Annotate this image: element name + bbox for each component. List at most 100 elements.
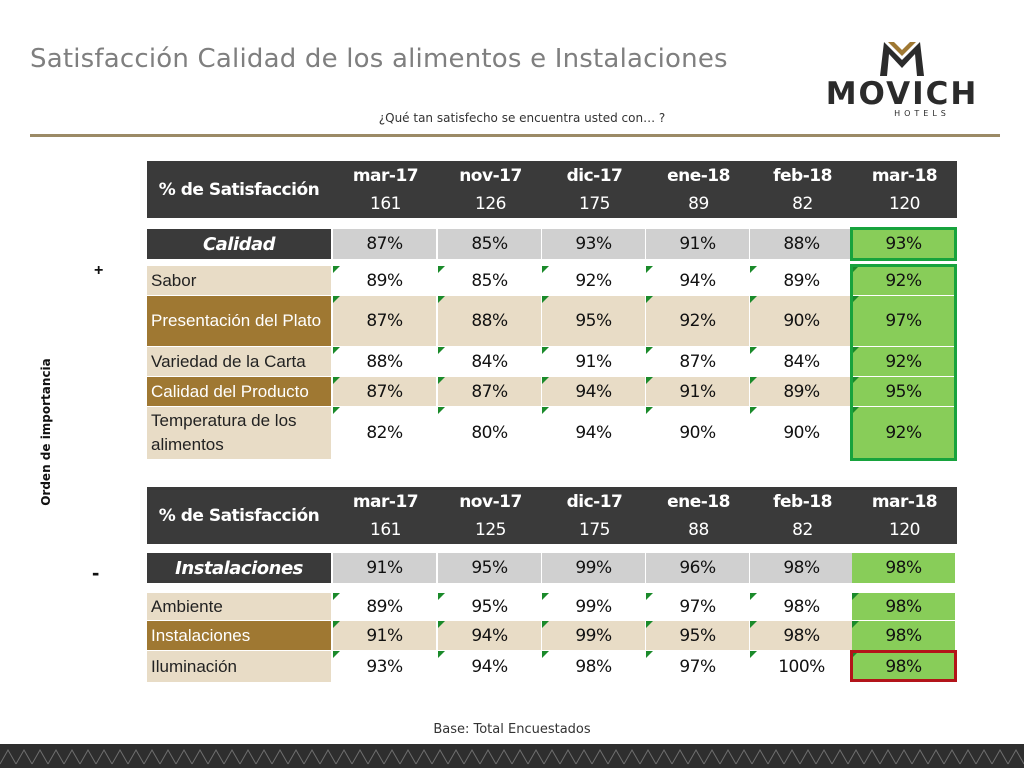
base-count: 175 (579, 519, 610, 540)
category-value: 93% (542, 229, 645, 259)
category-value: 87% (333, 229, 436, 259)
category-value: 91% (333, 553, 436, 583)
month-header: mar-18 120 (852, 487, 957, 544)
month-label: nov-17 (459, 491, 522, 512)
category-value: 99% (542, 553, 645, 583)
base-count: 88 (688, 519, 709, 540)
base-count: 126 (475, 193, 506, 214)
row-value: 84% (750, 347, 853, 376)
month-label: ene-18 (667, 491, 730, 512)
base-count: 120 (889, 519, 920, 540)
row-value: 87% (333, 296, 436, 346)
row-value: 90% (646, 407, 749, 459)
row-value: 98% (750, 593, 853, 620)
row-value: 90% (750, 407, 853, 459)
row-value: 94% (438, 621, 541, 650)
row-value: 91% (542, 347, 645, 376)
month-label: mar-18 (871, 491, 938, 512)
header-gap (331, 487, 333, 544)
row-value: 95% (438, 593, 541, 620)
decorative-footer-band (0, 744, 1024, 768)
month-header: feb-18 82 (750, 487, 855, 544)
table-header-label: % de Satisfacción (147, 487, 331, 544)
chevron-pattern-icon (0, 748, 1024, 765)
importance-axis-label: Orden de importancia (39, 358, 53, 506)
month-label: dic-17 (566, 491, 623, 512)
month-header: dic-17 175 (542, 161, 647, 218)
logo-subtitle: HOTELS (894, 109, 950, 118)
importance-plus: + (94, 262, 104, 279)
row-value: 95% (852, 377, 955, 406)
row-value: 98% (852, 593, 955, 620)
base-count: 175 (579, 193, 610, 214)
base-count: 161 (370, 519, 401, 540)
row-label: Variedad de la Carta (147, 347, 331, 376)
row-value: 93% (333, 651, 436, 682)
month-header: ene-18 89 (646, 161, 751, 218)
row-value: 87% (333, 377, 436, 406)
row-value: 95% (542, 296, 645, 346)
row-value: 99% (542, 593, 645, 620)
row-value: 85% (438, 266, 541, 295)
base-note: Base: Total Encuestados (433, 722, 591, 737)
month-header: ene-18 88 (646, 487, 751, 544)
month-header: mar-17 161 (333, 487, 438, 544)
row-value: 97% (852, 296, 955, 346)
category-label: Instalaciones (147, 553, 331, 583)
row-value: 100% (750, 651, 853, 682)
row-value: 94% (438, 651, 541, 682)
row-value: 92% (852, 266, 955, 295)
month-label: feb-18 (773, 165, 832, 186)
base-count: 125 (475, 519, 506, 540)
logo-wordmark: MOVICH (825, 76, 979, 112)
row-value: 95% (646, 621, 749, 650)
header-gap (331, 161, 333, 218)
category-value: 93% (852, 229, 955, 259)
page-title: Satisfacción Calidad de los alimentos e … (30, 44, 728, 74)
row-value: 89% (750, 377, 853, 406)
row-label: Temperatura de los alimentos (147, 407, 331, 459)
row-value: 92% (542, 266, 645, 295)
base-count: 82 (792, 193, 813, 214)
importance-minus: - (92, 560, 100, 585)
row-value: 92% (646, 296, 749, 346)
question-subtitle: ¿Qué tan satisfecho se encuentra usted c… (378, 111, 666, 125)
month-label: mar-18 (871, 165, 938, 186)
base-count: 120 (889, 193, 920, 214)
row-value: 97% (646, 593, 749, 620)
category-value: 96% (646, 553, 749, 583)
category-value: 95% (438, 553, 541, 583)
month-label: ene-18 (667, 165, 730, 186)
table-header-label: % de Satisfacción (147, 161, 331, 218)
row-value: 82% (333, 407, 436, 459)
month-header: nov-17 125 (438, 487, 543, 544)
row-value: 87% (438, 377, 541, 406)
row-value: 88% (333, 347, 436, 376)
header-divider (30, 134, 1000, 137)
row-value: 91% (333, 621, 436, 650)
row-label: Calidad del Producto (147, 377, 331, 406)
row-value: 98% (542, 651, 645, 682)
category-value: 91% (646, 229, 749, 259)
month-label: nov-17 (459, 165, 522, 186)
month-header: dic-17 175 (542, 487, 647, 544)
row-label: Iluminación (147, 651, 331, 682)
row-label: Sabor (147, 266, 331, 295)
month-label: dic-17 (566, 165, 623, 186)
category-value: 85% (438, 229, 541, 259)
base-count: 82 (792, 519, 813, 540)
row-value: 88% (438, 296, 541, 346)
row-value: 84% (438, 347, 541, 376)
row-value: 98% (750, 621, 853, 650)
row-value: 94% (646, 266, 749, 295)
row-value: 98% (852, 621, 955, 650)
row-value: 92% (852, 347, 955, 376)
row-value: 99% (542, 621, 645, 650)
row-value: 98% (852, 651, 955, 682)
row-value: 92% (852, 407, 955, 459)
row-value: 90% (750, 296, 853, 346)
row-value: 94% (542, 407, 645, 459)
category-label: Calidad (147, 229, 331, 259)
month-label: mar-17 (352, 165, 419, 186)
row-value: 89% (750, 266, 853, 295)
